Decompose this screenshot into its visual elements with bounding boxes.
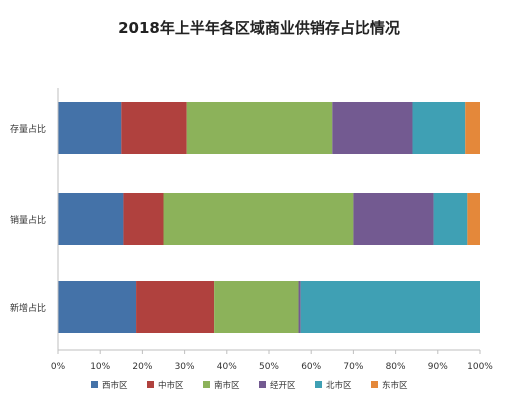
bar-segment-1-3 xyxy=(186,102,333,154)
chart-title: 2018年上半年各区域商业供销存占比情况 xyxy=(118,19,400,37)
bar-segment-2-5 xyxy=(433,193,468,245)
legend-swatch-6 xyxy=(371,381,378,388)
legend-swatch-1 xyxy=(91,381,98,388)
x-tick-label-4: 40% xyxy=(217,362,237,372)
legend: 西市区 中市区 南市区 经开区 北市区 东市区 xyxy=(91,380,408,391)
category-label-1: 存量占比 xyxy=(10,123,46,135)
bar-segment-2-6 xyxy=(467,193,480,245)
legend-label-2: 中市区 xyxy=(158,380,184,391)
category-label-3: 新增占比 xyxy=(10,302,46,314)
bar-segment-1-5 xyxy=(412,102,466,154)
x-tick-label-10: 100% xyxy=(467,362,493,372)
bar-segment-2-4 xyxy=(353,193,434,245)
legend-swatch-5 xyxy=(315,381,322,388)
legend-swatch-2 xyxy=(147,381,154,388)
legend-swatch-4 xyxy=(259,381,266,388)
bar-segment-1-2 xyxy=(121,102,187,154)
legend-label-6: 东市区 xyxy=(382,380,408,391)
x-tick-label-8: 80% xyxy=(386,362,406,372)
bar-segment-3-2 xyxy=(136,281,215,333)
x-tick-label-6: 60% xyxy=(301,362,321,372)
bar-segment-3-1 xyxy=(58,281,137,333)
legend-label-5: 北市区 xyxy=(326,380,352,391)
category-label-2: 销量占比 xyxy=(10,214,46,226)
legend-swatch-3 xyxy=(203,381,210,388)
bar-segment-3-3 xyxy=(214,281,299,333)
x-tick-label-1: 10% xyxy=(90,362,110,372)
bar-segment-2-2 xyxy=(123,193,164,245)
bars-layer xyxy=(58,102,480,333)
bar-segment-1-6 xyxy=(465,102,480,154)
legend-label-4: 经开区 xyxy=(270,380,296,391)
x-tick-label-0: 0% xyxy=(51,362,66,372)
x-tick-label-9: 90% xyxy=(428,362,448,372)
bar-segment-3-5 xyxy=(300,281,480,333)
x-tick-label-2: 20% xyxy=(132,362,152,372)
x-tick-label-3: 30% xyxy=(175,362,195,372)
bar-segment-1-4 xyxy=(332,102,413,154)
bar-segment-2-1 xyxy=(58,193,124,245)
bar-segment-3-4 xyxy=(298,281,301,333)
x-tick-label-7: 70% xyxy=(343,362,363,372)
legend-label-1: 西市区 xyxy=(102,380,128,391)
x-tick-label-5: 50% xyxy=(259,362,279,372)
bar-segment-1-1 xyxy=(58,102,122,154)
bar-segment-2-3 xyxy=(163,193,354,245)
legend-label-3: 南市区 xyxy=(214,380,240,391)
